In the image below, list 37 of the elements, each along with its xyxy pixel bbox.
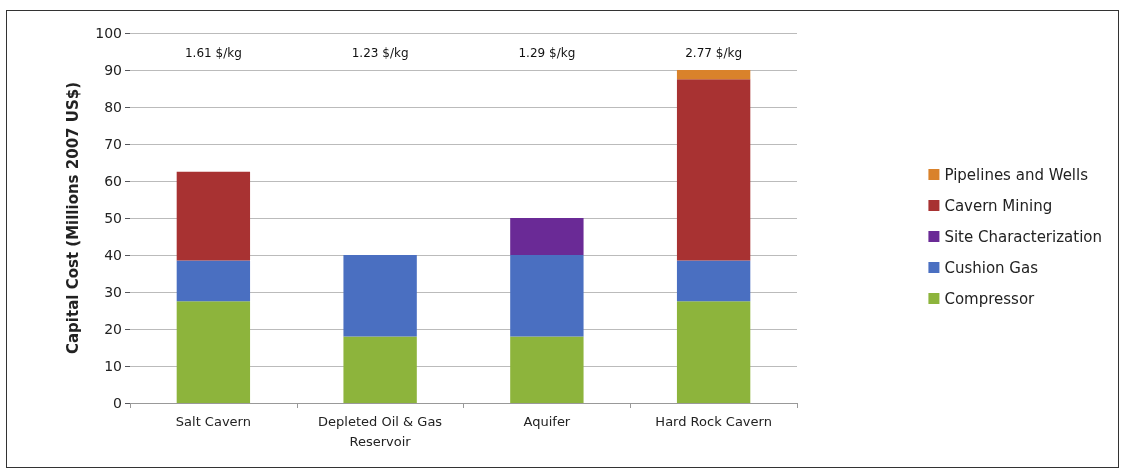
bar	[176, 301, 251, 403]
y-tick-label: 80	[104, 99, 122, 115]
bar	[510, 336, 584, 403]
y-tick-label: 0	[113, 395, 122, 411]
x-tick-label: Aquifer	[523, 413, 571, 429]
bar	[176, 171, 251, 261]
legend-label: Site Characterization	[944, 227, 1103, 246]
bar	[343, 255, 417, 337]
y-tick-label: 100	[95, 25, 122, 41]
bar	[343, 336, 417, 403]
y-tick-label: 90	[104, 62, 122, 78]
legend-label: Pipelines and Wells	[944, 165, 1089, 184]
y-tick-label: 50	[104, 210, 122, 226]
annotation: 1.29 $/kg	[518, 46, 576, 60]
annotation: 1.61 $/kg	[184, 46, 242, 60]
annotation: 2.77 $/kg	[685, 46, 743, 60]
legend-label: Compressor	[944, 289, 1036, 308]
bar	[510, 218, 584, 255]
y-tick-label: 30	[104, 284, 122, 300]
bar	[676, 301, 751, 403]
annotation: 1.23 $/kg	[351, 46, 409, 60]
x-tick-label: Hard Rock Cavern	[655, 413, 772, 429]
y-tick-label: 70	[104, 136, 122, 152]
bar	[676, 79, 751, 261]
bar	[676, 260, 751, 302]
y-tick-label: 10	[104, 358, 122, 374]
x-tick-label: Salt Cavern	[175, 413, 251, 429]
legend-label: Cushion Gas	[944, 258, 1039, 277]
x-tick-label: Depleted Oil & Gas Reservoir	[318, 413, 443, 449]
legend-label: Cavern Mining	[944, 196, 1053, 215]
y-tick-label: 20	[104, 321, 122, 337]
y-tick-label: 60	[104, 173, 122, 189]
bar	[176, 260, 251, 302]
bar	[676, 70, 751, 80]
bar	[510, 255, 584, 337]
y-axis-title: Capital Cost (Millions 2007 US$)	[63, 81, 82, 355]
y-tick-label: 40	[104, 247, 122, 263]
